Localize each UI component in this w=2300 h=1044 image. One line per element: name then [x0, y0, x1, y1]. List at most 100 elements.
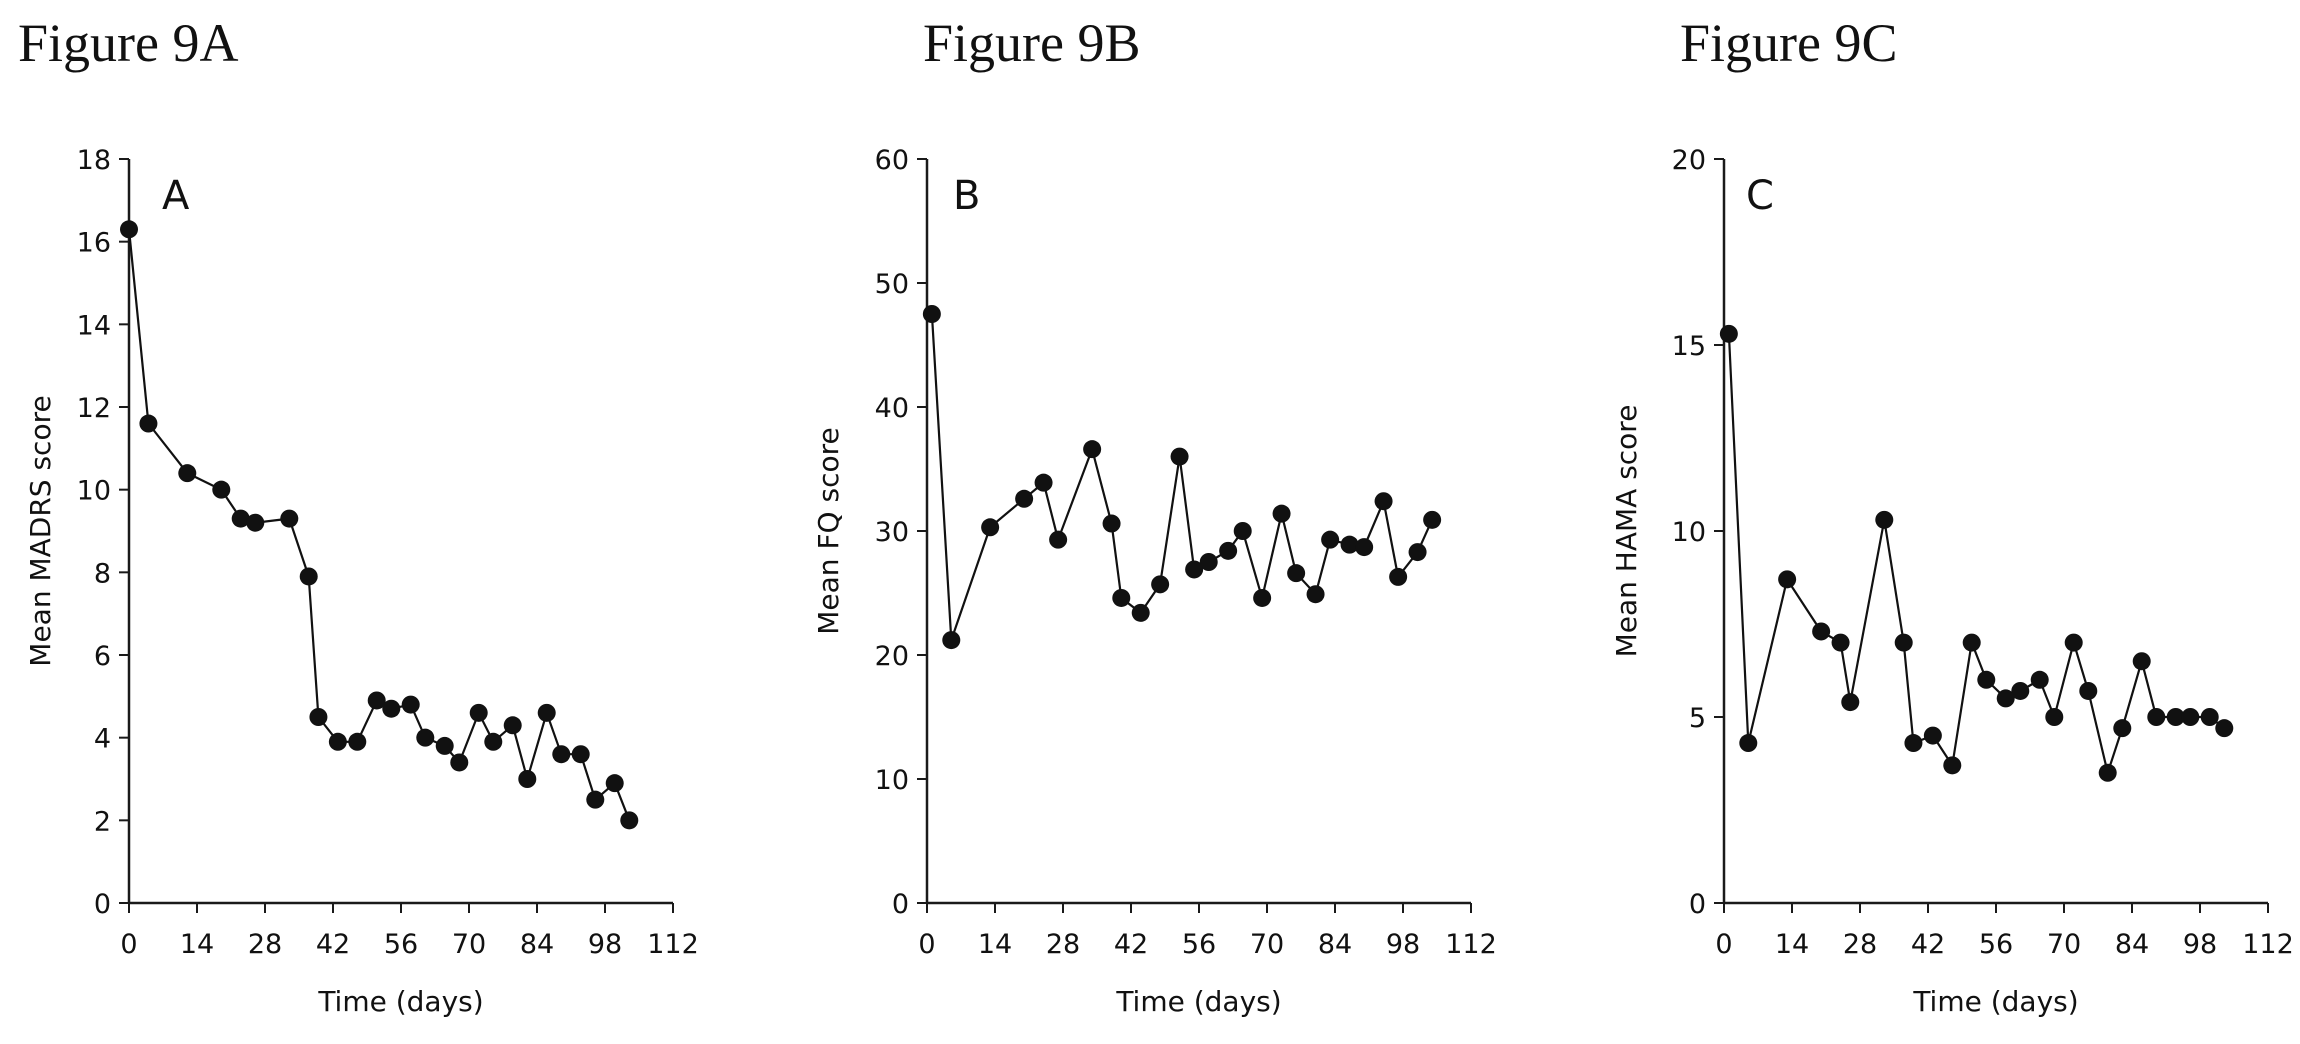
y-axis-label: Mean HAMA score — [1610, 405, 1643, 658]
x-axis-label: Time (days) — [1115, 985, 1281, 1018]
data-point — [416, 728, 435, 747]
data-point — [2181, 708, 2200, 726]
data-point — [1943, 756, 1962, 775]
figure-title: Figure 9C — [1680, 13, 1898, 73]
data-point — [1034, 473, 1053, 492]
data-point — [2200, 708, 2219, 726]
data-point — [1894, 633, 1913, 652]
x-tick-label: 70 — [452, 929, 486, 960]
x-tick-label: 0 — [120, 929, 137, 960]
data-point — [1719, 324, 1738, 343]
data-point — [1102, 514, 1121, 533]
x-tick-label: 42 — [1911, 929, 1945, 960]
y-tick-label: 40 — [875, 393, 909, 424]
data-point — [2079, 681, 2098, 700]
x-tick-label: 0 — [1715, 929, 1732, 960]
panel-letter: A — [162, 173, 190, 219]
figure-9c-panel: Figure 9C 0 5 10 15 20 0 14 28 42 56 70 84 98 112 Time… — [1532, 0, 2298, 1044]
x-tick-label: 28 — [248, 929, 282, 960]
y-tick-label: 50 — [875, 269, 909, 300]
y-tick-label: 14 — [77, 310, 111, 341]
y-tick-label: 5 — [1689, 703, 1706, 734]
data-point — [1831, 633, 1850, 652]
data-point — [942, 631, 961, 650]
data-point — [1374, 492, 1393, 511]
panel-letter: B — [953, 173, 980, 219]
data-point — [922, 305, 941, 323]
x-axis-label: Time (days) — [317, 985, 483, 1018]
x-tick-label: 42 — [316, 929, 350, 960]
data-point — [1306, 585, 1325, 604]
data-point — [571, 745, 590, 764]
data-point — [246, 513, 265, 532]
data-point — [1778, 570, 1797, 589]
data-point — [348, 732, 367, 751]
data-point — [2011, 681, 2030, 700]
x-tick-label: 112 — [1445, 929, 1497, 960]
data-point — [309, 708, 328, 726]
data-point — [1923, 726, 1942, 745]
x-tick-label: 112 — [647, 929, 699, 960]
fq-line-chart: 0 10 20 30 40 50 60 0 14 28 42 56 70 84 98 112 Time (day… — [812, 145, 1497, 1018]
y-tick-label: 30 — [875, 517, 909, 548]
y-tick-label: 0 — [1689, 889, 1706, 920]
x-tick-label: 0 — [918, 929, 935, 960]
data-point — [1812, 622, 1831, 641]
y-axis-label: Mean MADRS score — [24, 395, 57, 666]
x-tick-label: 56 — [1182, 929, 1216, 960]
data-point — [328, 732, 347, 751]
data-point — [1112, 588, 1131, 607]
data-point — [178, 464, 197, 483]
data-point — [1841, 693, 1860, 712]
data-point — [1875, 510, 1894, 529]
data-point — [280, 509, 299, 528]
data-point — [1355, 538, 1374, 557]
y-tick-label: 60 — [875, 145, 909, 176]
x-tick-label: 98 — [588, 929, 622, 960]
x-tick-label: 56 — [1979, 929, 2013, 960]
series-line — [930, 313, 1434, 641]
data-point — [484, 732, 503, 751]
data-point — [620, 811, 639, 830]
data-point — [1321, 530, 1340, 549]
x-tick-label: 28 — [1843, 929, 1877, 960]
y-tick-label: 15 — [1672, 331, 1706, 362]
data-point — [1389, 567, 1408, 586]
y-tick-label: 0 — [94, 889, 111, 920]
figure-9a-panel: Figure 9A 0 2 4 6 8 10 12 14 16 18 0 14 28 42 56 70 84 98… — [0, 0, 766, 1044]
data-point — [981, 518, 1000, 537]
data-point — [1977, 670, 1996, 689]
data-point — [231, 509, 250, 528]
figure-title: Figure 9B — [923, 13, 1141, 73]
series-line — [127, 229, 631, 821]
data-point — [1423, 510, 1442, 529]
hama-line-chart: 0 5 10 15 20 0 14 28 42 56 70 84 98 112 Time (days) Mea… — [1610, 145, 2294, 1018]
data-point — [450, 753, 469, 772]
data-point — [1340, 535, 1359, 554]
figure-9b-panel: Figure 9B 0 10 20 30 40 50 60 0 14 28 42 56 70 84 98 11… — [766, 0, 1532, 1044]
data-point — [1962, 633, 1981, 652]
data-point — [2113, 719, 2132, 738]
y-tick-label: 0 — [892, 889, 909, 920]
data-point — [435, 736, 454, 755]
data-point — [120, 220, 138, 239]
data-point — [1219, 541, 1238, 560]
y-axis-label: Mean FQ score — [812, 427, 845, 634]
data-point — [1199, 553, 1218, 571]
data-point — [1253, 588, 1272, 607]
x-tick-label: 98 — [2183, 929, 2217, 960]
x-tick-label: 14 — [978, 929, 1012, 960]
y-tick-label: 8 — [94, 558, 111, 589]
data-point — [2064, 633, 2083, 652]
y-tick-label: 18 — [77, 145, 111, 176]
data-point — [1015, 489, 1034, 508]
y-tick-label: 20 — [875, 641, 909, 672]
data-point — [1185, 560, 1204, 579]
x-tick-label: 42 — [1114, 929, 1148, 960]
data-point — [299, 567, 318, 586]
data-point — [2030, 670, 2049, 689]
data-point — [367, 691, 386, 710]
x-tick-label: 112 — [2242, 929, 2294, 960]
x-tick-label: 56 — [384, 929, 418, 960]
data-point — [212, 480, 231, 499]
